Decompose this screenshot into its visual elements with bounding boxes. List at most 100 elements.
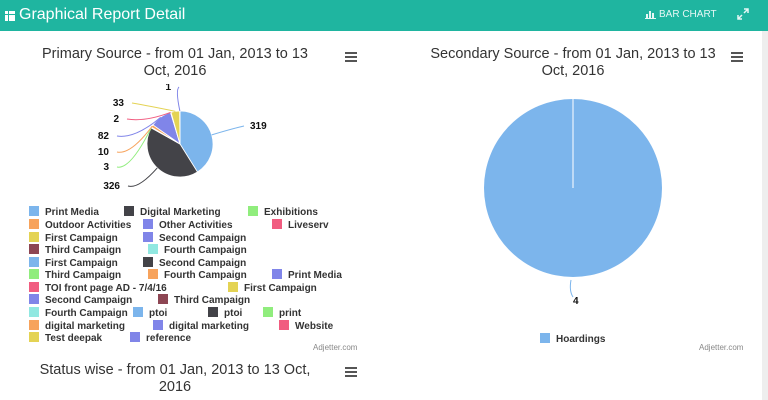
pie-data-label: 82 [98, 131, 110, 142]
primary-chart-title: Primary Source - from 01 Jan, 2013 to 13… [10, 46, 340, 80]
legend-swatch [272, 269, 282, 279]
primary-legend-item[interactable]: Third Campaign [29, 244, 121, 257]
legend-label: Third Campaign [45, 270, 122, 281]
legend-swatch [143, 257, 153, 267]
legend-label: First Campaign [45, 258, 118, 269]
legend-swatch [263, 307, 273, 317]
legend-swatch [29, 320, 39, 330]
legend-label: TOI front page AD - 7/4/16 [45, 283, 167, 294]
secondary-credits: Adjetter.com [699, 343, 744, 352]
legend-swatch [29, 307, 39, 317]
bar-chart-icon [645, 11, 656, 19]
primary-legend-item[interactable]: Fourth Campaign [148, 244, 247, 257]
primary-legend-item[interactable]: Website [279, 320, 333, 333]
legend-swatch [29, 257, 39, 267]
legend-swatch [540, 333, 550, 343]
primary-legend-item[interactable]: Fourth Campaign [29, 307, 128, 320]
primary-legend-item[interactable]: reference [130, 332, 191, 345]
secondary-title-line1: Secondary Source - from 01 Jan, 2013 to … [430, 46, 716, 62]
primary-legend-item[interactable]: Exhibitions [248, 206, 318, 219]
legend-swatch [29, 282, 39, 292]
primary-legend-item[interactable]: Third Campaign [158, 294, 250, 307]
panel-header: Graphical Report Detail BAR CHART [0, 0, 768, 31]
pie-data-label: 3 [103, 162, 109, 173]
primary-legend-item[interactable]: Liveserv [272, 219, 329, 232]
legend-label: ptoi [149, 308, 168, 319]
primary-legend-item[interactable]: Print Media [29, 206, 99, 219]
grid-icon [5, 11, 15, 21]
legend-label: Website [295, 321, 334, 332]
primary-legend-item[interactable]: Outdoor Activities [29, 219, 131, 232]
legend-label: Exhibitions [264, 207, 318, 218]
primary-title-line2: Oct, 2016 [143, 63, 207, 79]
legend-swatch [148, 244, 158, 254]
primary-legend-item[interactable]: ptoi [208, 307, 242, 320]
pie-data-label: 326 [103, 181, 120, 192]
primary-legend-item[interactable]: First Campaign [228, 282, 317, 295]
pie-slice-digital-marketing[interactable] [146, 127, 199, 178]
pie-data-label: 1 [165, 84, 171, 93]
legend-label: Fourth Campaign [45, 308, 128, 319]
primary-legend-item[interactable]: First Campaign [29, 257, 118, 270]
legend-swatch [272, 219, 282, 229]
legend-swatch [143, 219, 153, 229]
pie-data-label: 4 [573, 296, 579, 307]
pie-connector [126, 111, 171, 121]
pie-connector [116, 127, 152, 168]
legend-label: Print Media [45, 207, 99, 218]
primary-legend-item[interactable]: digital marketing [153, 320, 249, 333]
pie-connector [569, 279, 574, 298]
primary-legend-item[interactable]: First Campaign [29, 232, 118, 245]
pie-data-label: 319 [250, 121, 267, 132]
legend-label: First Campaign [244, 283, 317, 294]
legend-swatch [130, 332, 140, 342]
pie-connector [211, 125, 245, 136]
primary-legend-item[interactable]: Other Activities [143, 219, 233, 232]
legend-swatch [148, 269, 158, 279]
legend-label: digital marketing [45, 321, 126, 332]
status-title-line1: Status wise - from 01 Jan, 2013 to 13 Oc… [39, 362, 311, 378]
primary-title-line1: Primary Source - from 01 Jan, 2013 to 13 [42, 46, 308, 62]
expand-icon[interactable] [737, 8, 749, 20]
legend-label: Liveserv [288, 220, 329, 231]
page-scrollbar[interactable] [762, 31, 768, 400]
primary-legend-item[interactable]: TOI front page AD - 7/4/16 [29, 282, 167, 295]
bar-chart-label: BAR CHART [659, 9, 717, 20]
legend-label: Fourth Campaign [164, 245, 247, 256]
legend-swatch [29, 244, 39, 254]
secondary-legend-item[interactable]: Hoardings [540, 333, 605, 346]
legend-swatch [143, 232, 153, 242]
legend-label: Second Campaign [159, 258, 247, 269]
legend-swatch [124, 206, 134, 216]
primary-chart-menu-icon[interactable] [345, 52, 357, 62]
status-title-line2: 2016 [158, 379, 192, 395]
primary-source-chart [0, 31, 384, 356]
pie-data-label: 10 [98, 147, 110, 158]
primary-legend-item[interactable]: digital marketing [29, 320, 125, 333]
status-chart-title: Status wise - from 01 Jan, 2013 to 13 Oc… [10, 362, 340, 396]
legend-label: Print Media [288, 270, 342, 281]
pie-connector [116, 116, 162, 137]
primary-legend-item[interactable]: Test deepak [29, 332, 102, 345]
legend-label: Other Activities [159, 220, 233, 231]
bar-chart-button[interactable]: BAR CHART [645, 9, 717, 21]
legend-label: print [279, 308, 302, 319]
primary-legend-item[interactable]: Fourth Campaign [148, 269, 247, 282]
primary-legend-item[interactable]: Print Media [272, 269, 342, 282]
primary-legend-item[interactable]: print [263, 307, 301, 320]
primary-legend-item[interactable]: Third Campaign [29, 269, 121, 282]
legend-label: Test deepak [45, 333, 103, 344]
pie-connector [116, 125, 153, 153]
primary-legend-item[interactable]: Second Campaign [29, 294, 132, 307]
primary-legend-item[interactable]: Digital Marketing [124, 206, 221, 219]
legend-swatch [248, 206, 258, 216]
legend-label: Fourth Campaign [164, 270, 247, 281]
primary-legend-item[interactable]: ptoi [133, 307, 167, 320]
legend-label: Second Campaign [159, 233, 247, 244]
status-chart-menu-icon[interactable] [345, 367, 357, 377]
legend-label: Second Campaign [45, 295, 133, 306]
primary-legend-item[interactable]: Second Campaign [143, 257, 246, 270]
legend-label: Hoardings [556, 334, 606, 345]
secondary-chart-menu-icon[interactable] [731, 52, 743, 62]
primary-legend-item[interactable]: Second Campaign [143, 232, 246, 245]
